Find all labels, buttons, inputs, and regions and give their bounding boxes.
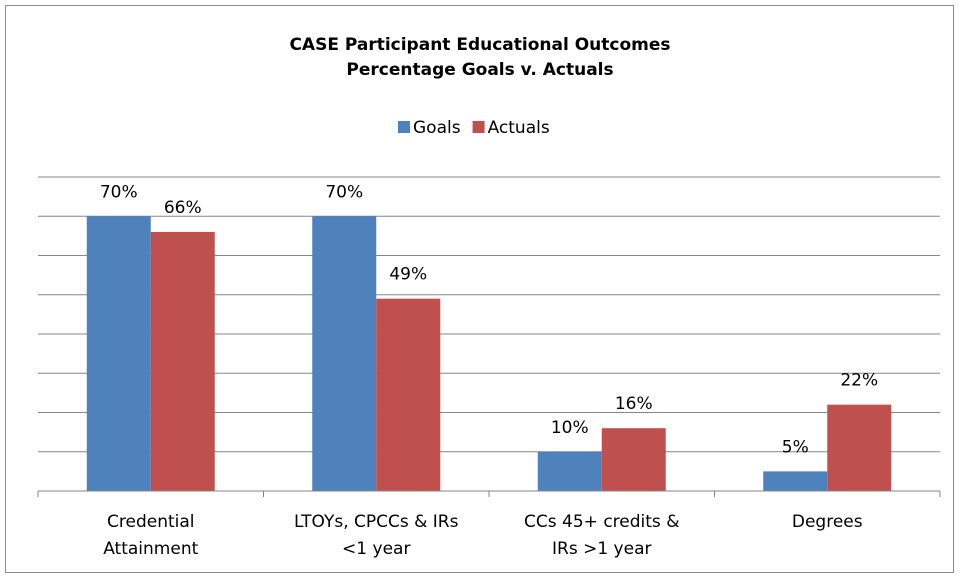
data-label: 49% [389, 265, 427, 285]
x-tick-label: IRs >1 year [552, 539, 651, 559]
legend-swatch [398, 121, 410, 133]
legend-swatch [472, 121, 485, 133]
x-tick-label: Attainment [103, 539, 198, 559]
legend-label: Actuals [488, 118, 550, 138]
x-tick-label: LTOYs, CPCCs & IRs [294, 512, 459, 532]
x-tick-label: CCs 45+ credits & [524, 512, 679, 532]
bar [763, 471, 828, 491]
data-label: 22% [840, 371, 878, 391]
x-tick-label: <1 year [342, 539, 410, 559]
bar [376, 298, 441, 491]
bar [312, 216, 377, 491]
chart-title: CASE Participant Educational Outcomes [289, 35, 670, 55]
data-label: 66% [164, 198, 202, 218]
data-label: 5% [782, 437, 809, 457]
bar [150, 231, 215, 491]
data-label: 70% [100, 182, 138, 202]
legend-label: Goals [413, 118, 461, 138]
bar [86, 216, 151, 491]
data-label: 10% [551, 418, 589, 438]
x-tick-label: Credential [107, 512, 195, 532]
x-tick-label: Degrees [792, 512, 863, 532]
data-label: 16% [615, 394, 653, 414]
bar [601, 428, 666, 491]
data-label: 70% [325, 182, 363, 202]
chart-subtitle: Percentage Goals v. Actuals [346, 60, 613, 80]
bar [537, 451, 602, 491]
bar [827, 404, 892, 491]
